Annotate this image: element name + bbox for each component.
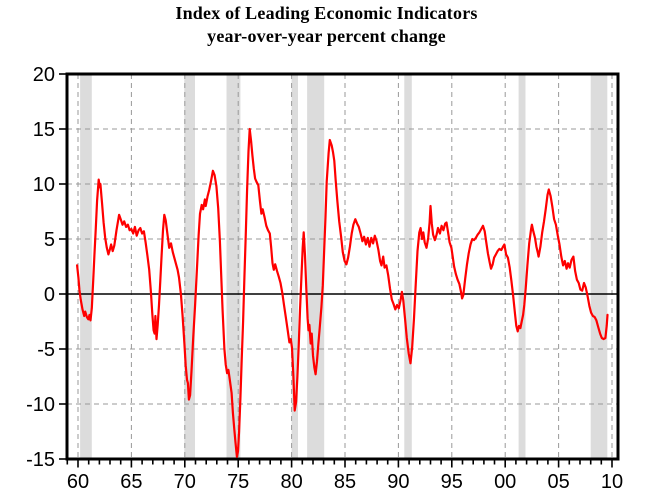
- chart-title-line-1: Index of Leading Economic Indicators: [175, 3, 478, 23]
- x-axis-label: 90: [387, 471, 409, 493]
- x-axis-label: 95: [441, 471, 463, 493]
- y-axis-label: 10: [33, 174, 55, 196]
- recession-band: [184, 74, 195, 459]
- recession-band: [590, 74, 608, 459]
- chart-title-line-2: year-over-year percent change: [207, 26, 446, 46]
- x-axis-label: 05: [547, 471, 569, 493]
- recession-bands: [80, 74, 608, 459]
- y-axis-label: -15: [26, 449, 55, 471]
- x-axis-label: 70: [174, 471, 196, 493]
- plot-border: [65, 72, 620, 461]
- x-axis-label: 60: [67, 471, 89, 493]
- y-axis-label: 20: [33, 64, 55, 86]
- recession-band: [226, 74, 241, 459]
- axis-ticks: [59, 73, 613, 468]
- x-axis-label: 00: [494, 471, 516, 493]
- x-axis-label: 65: [120, 471, 142, 493]
- recession-band: [307, 74, 325, 459]
- y-axis-label: -5: [37, 339, 55, 361]
- y-axis-label: -10: [26, 394, 55, 416]
- recession-band: [291, 74, 298, 459]
- gridlines: [67, 74, 618, 459]
- x-axis-label: 80: [280, 471, 302, 493]
- x-axis-label: 85: [334, 471, 356, 493]
- chart-title: Index of Leading Economic Indicators yea…: [0, 2, 653, 48]
- x-axis-label: 10: [601, 471, 623, 493]
- y-axis-label: 5: [44, 229, 55, 251]
- lei-line: [75, 127, 609, 458]
- y-axis-label: 15: [33, 119, 55, 141]
- x-axis-label: 75: [227, 471, 249, 493]
- recession-band: [80, 74, 92, 459]
- recession-band: [404, 74, 412, 459]
- x-axis-labels: 60 65 70 75 80 85 90 95 00 05 10: [67, 471, 623, 493]
- recession-band: [518, 74, 526, 459]
- y-axis-labels: 20 15 10 5 0 -5 -10 -15: [26, 64, 55, 471]
- y-axis-label: 0: [44, 284, 55, 306]
